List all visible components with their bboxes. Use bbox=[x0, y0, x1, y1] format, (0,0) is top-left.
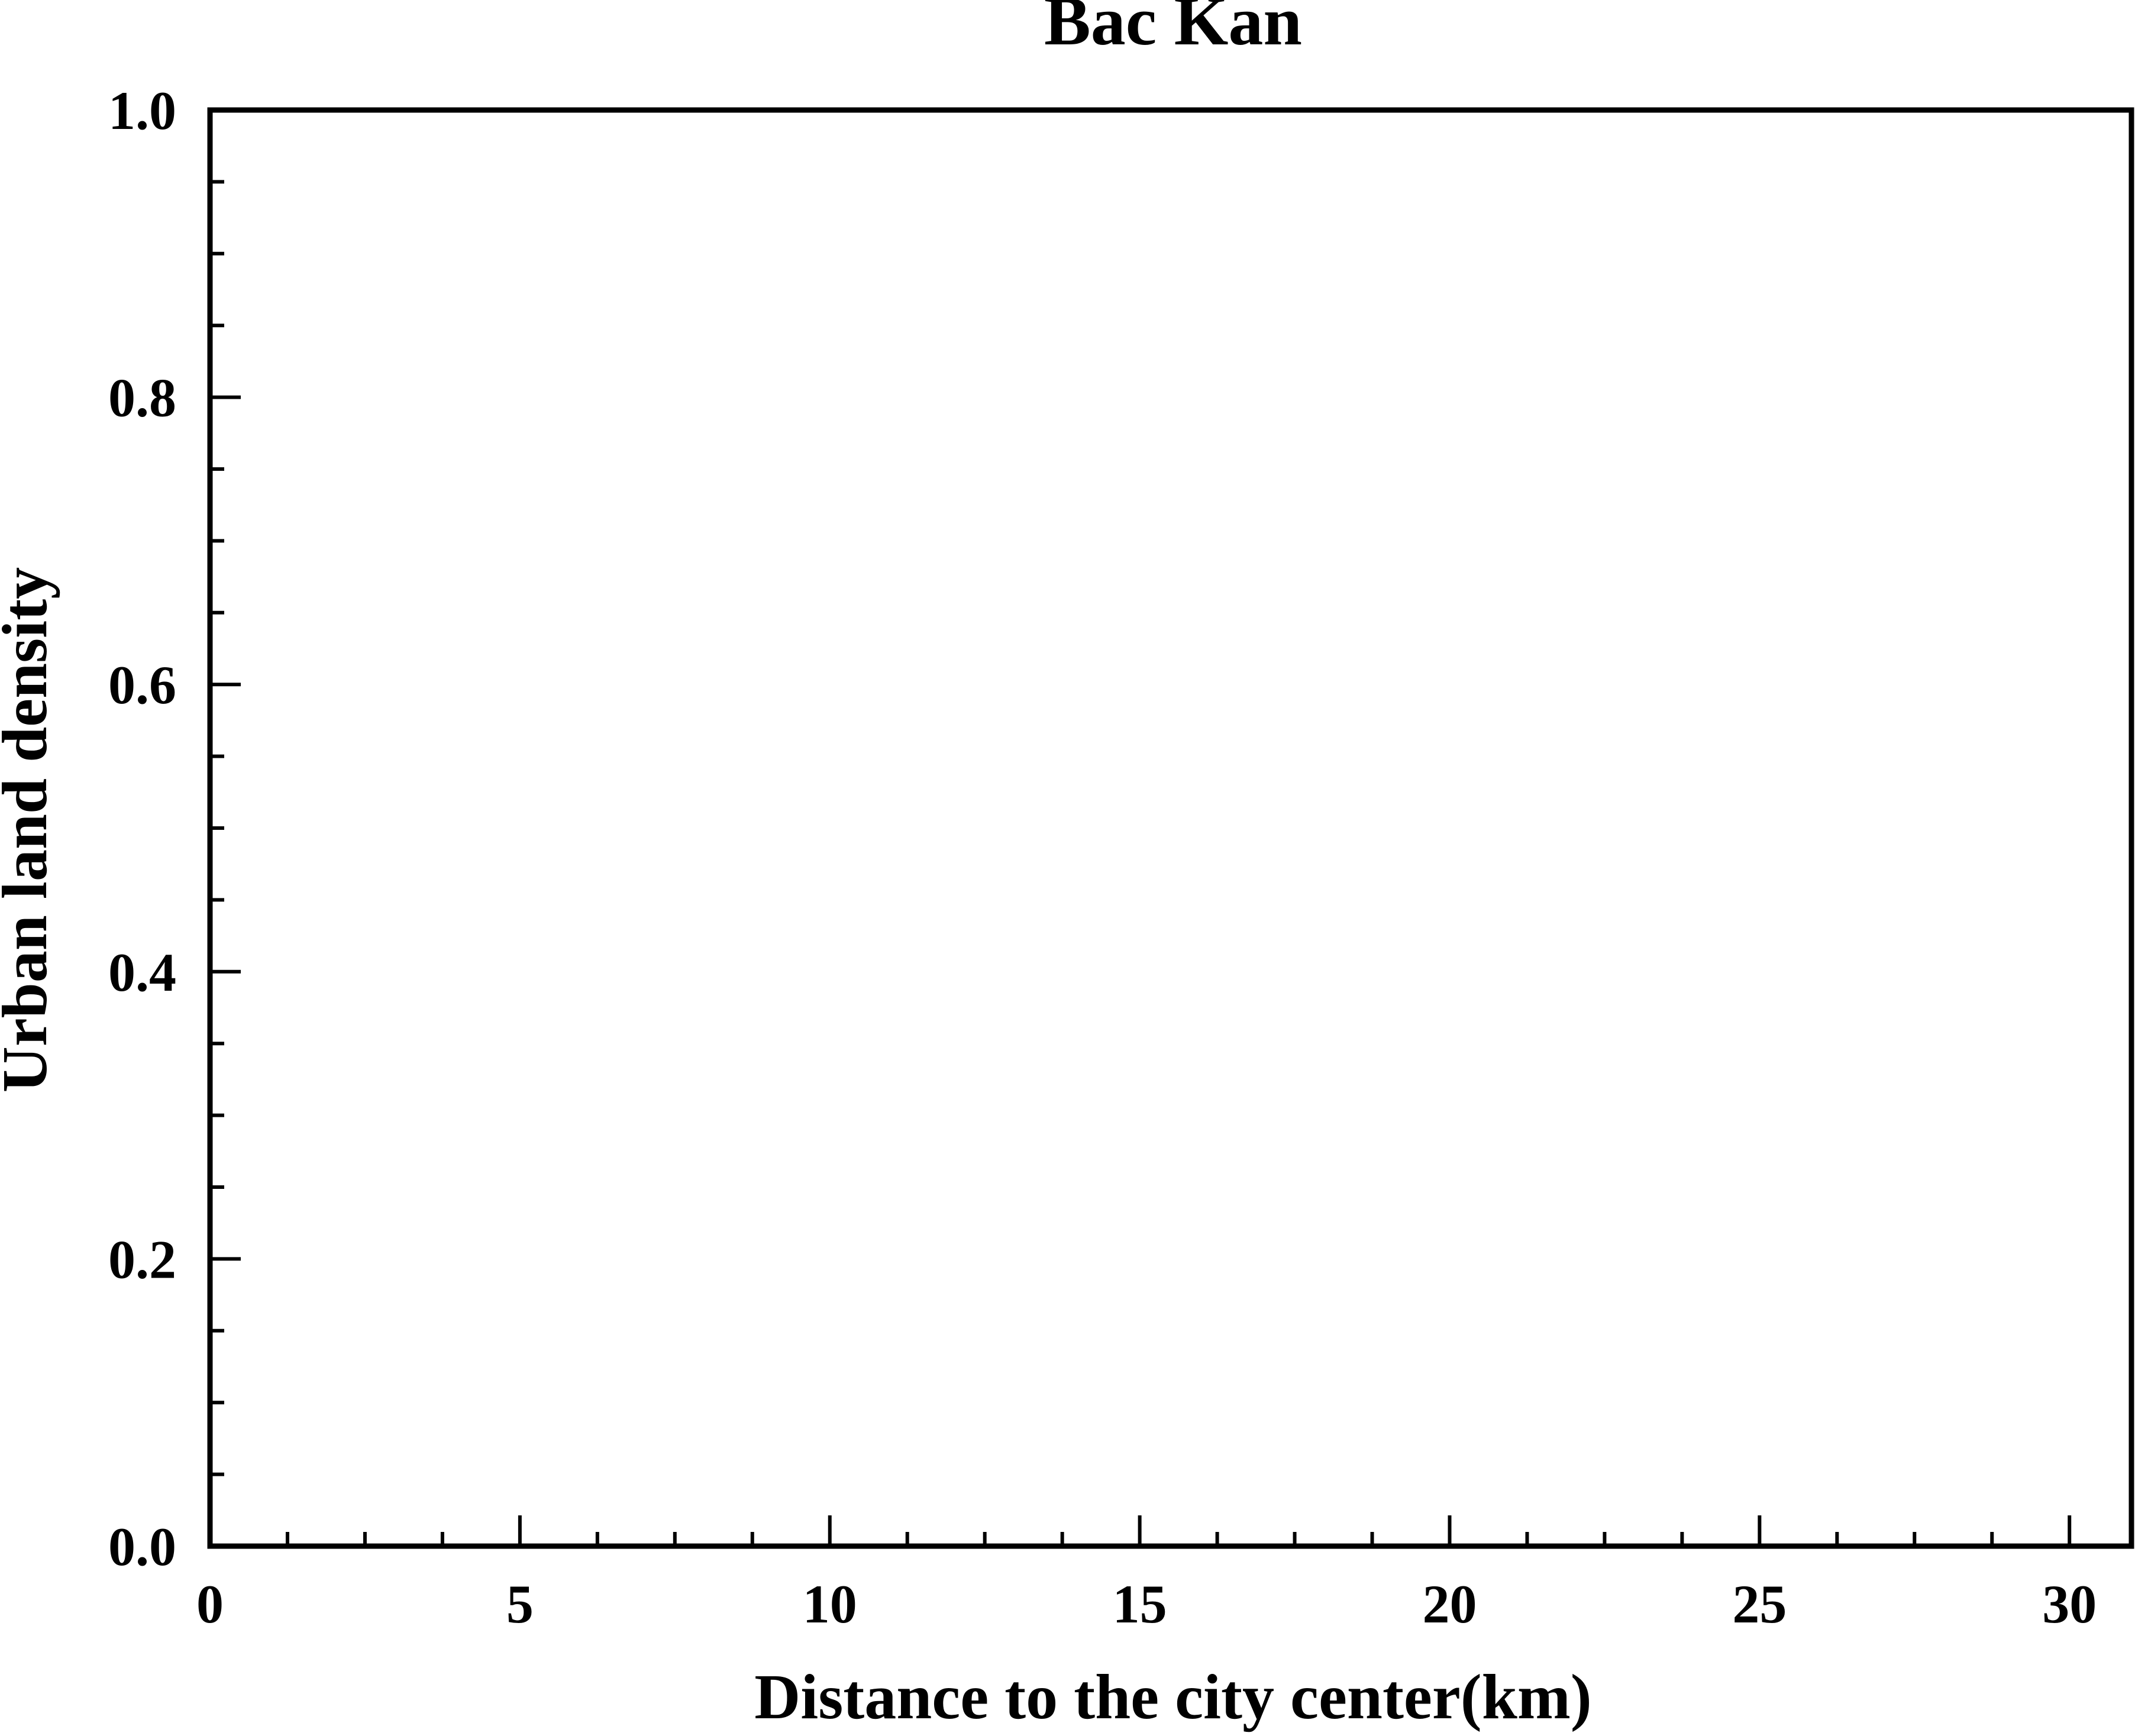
plot-frame bbox=[207, 107, 2134, 1549]
y-tick-label: 1.0 bbox=[108, 80, 176, 141]
y-tick-label: 0.2 bbox=[108, 1229, 176, 1289]
ticks-layer bbox=[210, 180, 2072, 1546]
y-tick-label: 0.8 bbox=[108, 368, 176, 428]
x-tick-label: 20 bbox=[1422, 1574, 1477, 1634]
x-tick-label: 5 bbox=[506, 1574, 534, 1634]
tick-labels-layer: 0 5 10 15 20 25 30 0.0 0.2 0.4 0.6 0.8 1.0 bbox=[108, 80, 2097, 1634]
x-tick-label: 25 bbox=[1732, 1574, 1787, 1634]
x-tick-label: 30 bbox=[2042, 1574, 2097, 1634]
y-axis-label: Urban land density bbox=[0, 567, 60, 1092]
y-tick-label: 0.6 bbox=[108, 655, 176, 715]
y-tick-label: 0.0 bbox=[108, 1517, 176, 1577]
y-tick-label: 0.4 bbox=[108, 942, 176, 1003]
x-tick-label: 0 bbox=[196, 1574, 224, 1634]
x-tick-label: 10 bbox=[803, 1574, 857, 1634]
axes-layer bbox=[207, 107, 2134, 1549]
x-tick-label: 15 bbox=[1113, 1574, 1167, 1634]
chart-title: Bac Kan bbox=[1044, 0, 1302, 60]
x-axis-label: Distance to the city center(km) bbox=[754, 1662, 1592, 1732]
